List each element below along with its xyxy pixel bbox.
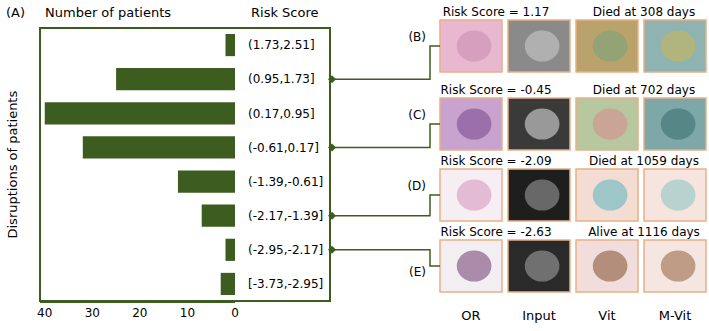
- svg-text:(-2.95,-2.17]: (-2.95,-2.17]: [248, 243, 323, 257]
- svg-text:(B): (B): [408, 30, 426, 44]
- svg-text:OR: OR: [461, 308, 480, 323]
- svg-text:(0.95,1.73]: (0.95,1.73]: [248, 72, 315, 86]
- svg-text:Risk Score: Risk Score: [251, 5, 319, 20]
- svg-text:20: 20: [132, 306, 147, 320]
- svg-text:(-1.39,-0.61]: (-1.39,-0.61]: [248, 175, 323, 189]
- svg-text:(A): (A): [6, 5, 25, 20]
- svg-text:(E): (E): [409, 265, 426, 279]
- svg-text:Risk Score = -0.45: Risk Score = -0.45: [440, 83, 551, 97]
- svg-text:30: 30: [85, 306, 100, 320]
- svg-text:(0.17,0.95]: (0.17,0.95]: [248, 107, 315, 121]
- svg-text:M-Vit: M-Vit: [659, 308, 691, 323]
- svg-text:(D): (D): [407, 179, 426, 193]
- svg-text:0: 0: [231, 306, 239, 320]
- svg-text:Number of patients: Number of patients: [45, 5, 171, 20]
- svg-text:Risk Score = -2.09: Risk Score = -2.09: [440, 154, 551, 168]
- svg-text:Died at 702 days: Died at 702 days: [593, 83, 695, 97]
- svg-text:40: 40: [37, 306, 52, 320]
- svg-text:Died at 1059 days: Died at 1059 days: [589, 154, 699, 168]
- svg-text:Died at 308 days: Died at 308 days: [593, 5, 695, 19]
- svg-text:(1.73,2.51]: (1.73,2.51]: [248, 38, 315, 52]
- svg-text:Risk Score = 1.17: Risk Score = 1.17: [443, 5, 550, 19]
- svg-text:Vit: Vit: [598, 308, 615, 323]
- svg-text:(-0.61,0.17]: (-0.61,0.17]: [248, 141, 319, 155]
- svg-text:Input: Input: [522, 308, 556, 323]
- svg-text:Disruptions of patients: Disruptions of patients: [5, 91, 20, 239]
- svg-text:10: 10: [180, 306, 195, 320]
- svg-text:Alive at 1116 days: Alive at 1116 days: [588, 225, 700, 239]
- svg-text:(-2.17,-1.39]: (-2.17,-1.39]: [248, 209, 323, 223]
- svg-text:(C): (C): [408, 108, 426, 122]
- svg-text:[-3.73,-2.95]: [-3.73,-2.95]: [248, 277, 323, 291]
- svg-text:Risk Score = -2.63: Risk Score = -2.63: [440, 225, 551, 239]
